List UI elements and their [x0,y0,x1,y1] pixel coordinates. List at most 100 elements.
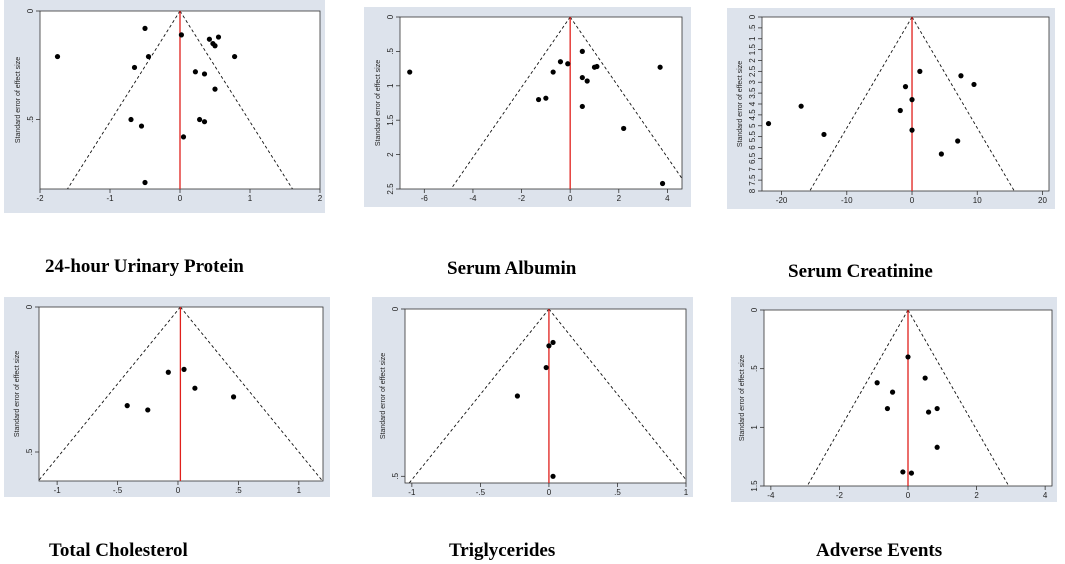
panel-total-cholesterol: -1 -.5 0 .5 1 0 .5 Standard error of effect siz… [4,297,330,497]
study-point [201,71,208,77]
y-tick-label: 0 [391,306,400,311]
x-tick-label: 0 [910,196,915,205]
y-axis-title: Standard error of effect size [739,355,746,441]
x-tick-label: -1 [408,488,416,497]
study-point [909,97,915,103]
caption-serum-creatinine: Serum Creatinine [788,261,933,282]
x-tick-label: -.5 [113,486,123,495]
funnel-plot-triglycerides: -1 -.5 0 .5 1 0 .5 Standard error of effect siz… [380,306,689,497]
study-point [124,403,130,409]
y-tick-label: 4.5 [748,109,757,121]
x-tick-label: 1 [248,194,253,203]
x-tick-label: 0 [568,194,573,203]
caption-urinary-protein: 24-hour Urinary Protein [45,256,244,277]
study-point [550,69,556,75]
funnel-plot-serum-albumin: -6 -4 -2 0 2 4 0 .5 1 1.5 2 2.5 Standard error of ef… [375,14,683,203]
funnel-left-limit [408,309,550,483]
y-axis-title: Standard error of effect size [14,351,21,437]
study-point [181,366,187,372]
y-tick-label: 5 [748,123,757,128]
study-point [579,48,585,55]
y-tick-label: .5 [391,472,400,479]
study-point [180,134,187,140]
y-tick-label: .5 [26,116,35,123]
y-tick-label: .5 [748,24,757,31]
study-point [659,180,666,187]
y-tick-label: 1 [386,83,395,88]
y-tick-label: 1 [748,36,757,41]
study-point [407,69,413,75]
study-point [934,405,940,412]
funnel-plot-total-cholesterol: -1 -.5 0 .5 1 0 .5 Standard error of effect siz… [14,304,324,495]
study-point [550,473,556,479]
x-tick-label: 20 [1038,196,1047,205]
funnel-left-limit [450,17,571,189]
y-axis-title: Standard error of effect size [375,60,382,146]
x-tick-label: 2 [974,491,979,500]
x-tick-label: 1 [684,488,689,497]
y-tick-label: 3 [748,79,757,84]
study-point [908,470,915,476]
study-point [543,95,549,101]
funnel-left-limit [67,11,181,189]
funnel-right-limit [180,307,323,481]
panel-urinary-protein: -2 -1 0 1 2 0 .5 Standard error of effect size [4,0,325,213]
x-tick-label: 0 [176,486,181,495]
y-axis-title: Standard error of effect size [380,353,387,439]
study-point [917,68,923,74]
x-tick-label: -2 [836,491,844,500]
x-tick-label: -6 [421,194,429,203]
x-tick-label: -2 [518,194,526,203]
panel-serum-creatinine: -20 -10 0 10 20 0 .5 1 1.5 2 2.5 3 3.5 4 4.5 5 5.5 6 6.5 7 7… [727,8,1055,209]
x-tick-label: -4 [767,491,775,500]
y-tick-label: 2.5 [386,183,395,195]
study-point [178,32,184,38]
y-tick-label: 4 [748,101,757,106]
study-point [192,385,198,391]
funnel-plot-urinary-protein: -2 -1 0 1 2 0 .5 Standard error of effect size [15,8,323,203]
study-point [145,53,152,60]
study-point [900,469,906,475]
y-tick-label: 0 [26,8,35,13]
study-point [938,151,944,157]
study-point [902,84,909,90]
x-tick-label: 0 [547,488,552,497]
funnel-right-limit [179,11,293,189]
study-point [889,389,896,395]
study-point [579,74,585,81]
x-tick-label: .5 [235,486,242,495]
study-point [212,43,218,49]
y-tick-label: 2 [386,152,395,157]
study-point [971,81,977,88]
caption-total-cholesterol: Total Cholesterol [49,540,188,561]
y-tick-label: 0 [748,14,757,19]
y-tick-label: .5 [750,365,759,372]
funnel-left-limit [39,307,181,481]
y-tick-label: 1.5 [386,114,395,126]
study-point [230,394,237,400]
panel-serum-albumin: -6 -4 -2 0 2 4 0 .5 1 1.5 2 2.5 Standard error of ef… [364,7,691,207]
plot-area [761,16,1050,192]
funnel-right-limit [569,17,682,180]
y-tick-label: 2 [748,58,757,63]
x-tick-label: 4 [1043,491,1048,500]
study-point [925,409,932,415]
study-point [874,380,880,386]
study-point [657,64,663,70]
study-point [550,339,556,346]
funnel-right-limit [911,17,1015,191]
x-tick-label: -2 [36,194,44,203]
study-point [579,103,585,110]
y-tick-label: 1 [750,425,759,430]
y-tick-label: 7 [748,166,757,171]
study-point [934,444,940,450]
x-tick-label: 4 [665,194,670,203]
y-tick-label: 6.5 [748,152,757,164]
study-point [621,125,627,132]
y-tick-label: 1.5 [748,44,757,56]
study-point [206,36,212,42]
study-point [54,53,61,60]
study-point [197,116,203,123]
funnel-plot-adverse-events: -4 -2 0 2 4 0 .5 1 1.5 Standard error of effect s… [739,307,1053,500]
x-tick-label: 10 [973,196,982,205]
